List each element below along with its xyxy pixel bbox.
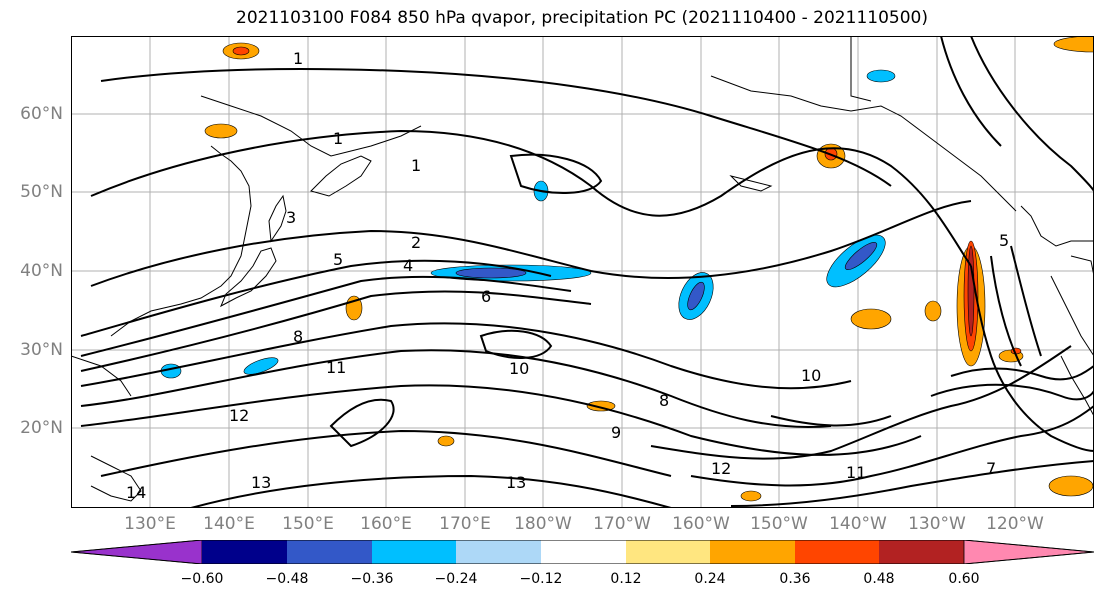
lat-label-20n: 20°N (20, 418, 63, 438)
contour-label: 12 (711, 459, 731, 478)
colorbar-segment (879, 540, 964, 564)
colorbar-tick: −0.12 (519, 571, 563, 587)
coastlines (71, 36, 1094, 502)
contour-label: 9 (611, 423, 621, 442)
colorbar-segment (710, 540, 795, 564)
lon-label-160e: 160°E (360, 514, 412, 534)
lon-label-180w: 180°W (514, 514, 572, 534)
contour-label: 5 (333, 250, 343, 269)
contour-label: 1 (333, 129, 343, 148)
contour-label: 8 (293, 327, 303, 346)
colorbar-segment (456, 540, 541, 564)
lon-label-150e: 150°E (282, 514, 334, 534)
contour-label: 14 (126, 483, 146, 502)
colorbar-segment (963, 540, 1094, 564)
colorbar-segment (71, 540, 203, 564)
colorbar-tick: 0.36 (779, 571, 811, 587)
lon-label-170w: 170°W (593, 514, 651, 534)
colorbar-tick: 0.60 (948, 571, 980, 587)
lon-label-130e: 130°E (124, 514, 176, 534)
colorbar-segment (795, 540, 879, 564)
colorbar-tick: −0.36 (350, 571, 394, 587)
colorbar-segment (626, 540, 710, 564)
contour-label: 11 (326, 358, 346, 377)
colorbar-segment (541, 540, 626, 564)
contour-label: 10 (509, 359, 529, 378)
lon-label-130w: 130°W (908, 514, 966, 534)
contour-label: 3 (286, 208, 296, 227)
contour-label: 8 (659, 391, 669, 410)
colorbar-tick: 0.12 (610, 571, 642, 587)
lon-label-150w: 150°W (750, 514, 808, 534)
contour-label: 7 (986, 459, 996, 478)
contour-label: 11 (846, 463, 866, 482)
contour-label: 13 (251, 473, 271, 492)
lon-label-120w: 120°W (986, 514, 1044, 534)
colorbar-segment (202, 540, 287, 564)
map-panel: 1 1 1 2 3 4 5 5 6 8 10 10 11 11 12 12 13… (71, 36, 1094, 508)
lon-label-140e: 140°E (203, 514, 255, 534)
contour-label: 2 (411, 233, 421, 252)
lat-label-50n: 50°N (20, 182, 63, 202)
contour-label: 5 (999, 231, 1009, 250)
colorbar-tick: −0.24 (434, 571, 478, 587)
colorbar (71, 540, 1094, 564)
contour-label: 12 (229, 406, 249, 425)
lat-label-40n: 40°N (20, 261, 63, 281)
colorbar-segment (372, 540, 456, 564)
colorbar-tick: −0.60 (180, 571, 224, 587)
chart-title: 2021103100 F084 850 hPa qvapor, precipit… (236, 8, 928, 28)
contour-label: 4 (403, 256, 413, 275)
contour-labels: 1 1 1 2 3 4 5 5 6 8 10 10 11 11 12 12 13… (126, 49, 1009, 502)
qvapor-contours (80, 36, 1094, 508)
lat-label-30n: 30°N (20, 340, 63, 360)
contour-label: 6 (481, 287, 491, 306)
lon-label-170e: 170°E (439, 514, 491, 534)
colorbar-segment (287, 540, 372, 564)
contour-label: 1 (293, 49, 303, 68)
colorbar-tick: 0.48 (863, 571, 895, 587)
contour-label: 10 (801, 366, 821, 385)
contour-label: 1 (411, 156, 421, 175)
contour-label: 13 (506, 473, 526, 492)
lon-label-160w: 160°W (672, 514, 730, 534)
colorbar-tick: 0.24 (694, 571, 726, 587)
lon-label-140w: 140°W (829, 514, 887, 534)
lat-label-60n: 60°N (20, 104, 63, 124)
colorbar-tick: −0.48 (265, 571, 309, 587)
